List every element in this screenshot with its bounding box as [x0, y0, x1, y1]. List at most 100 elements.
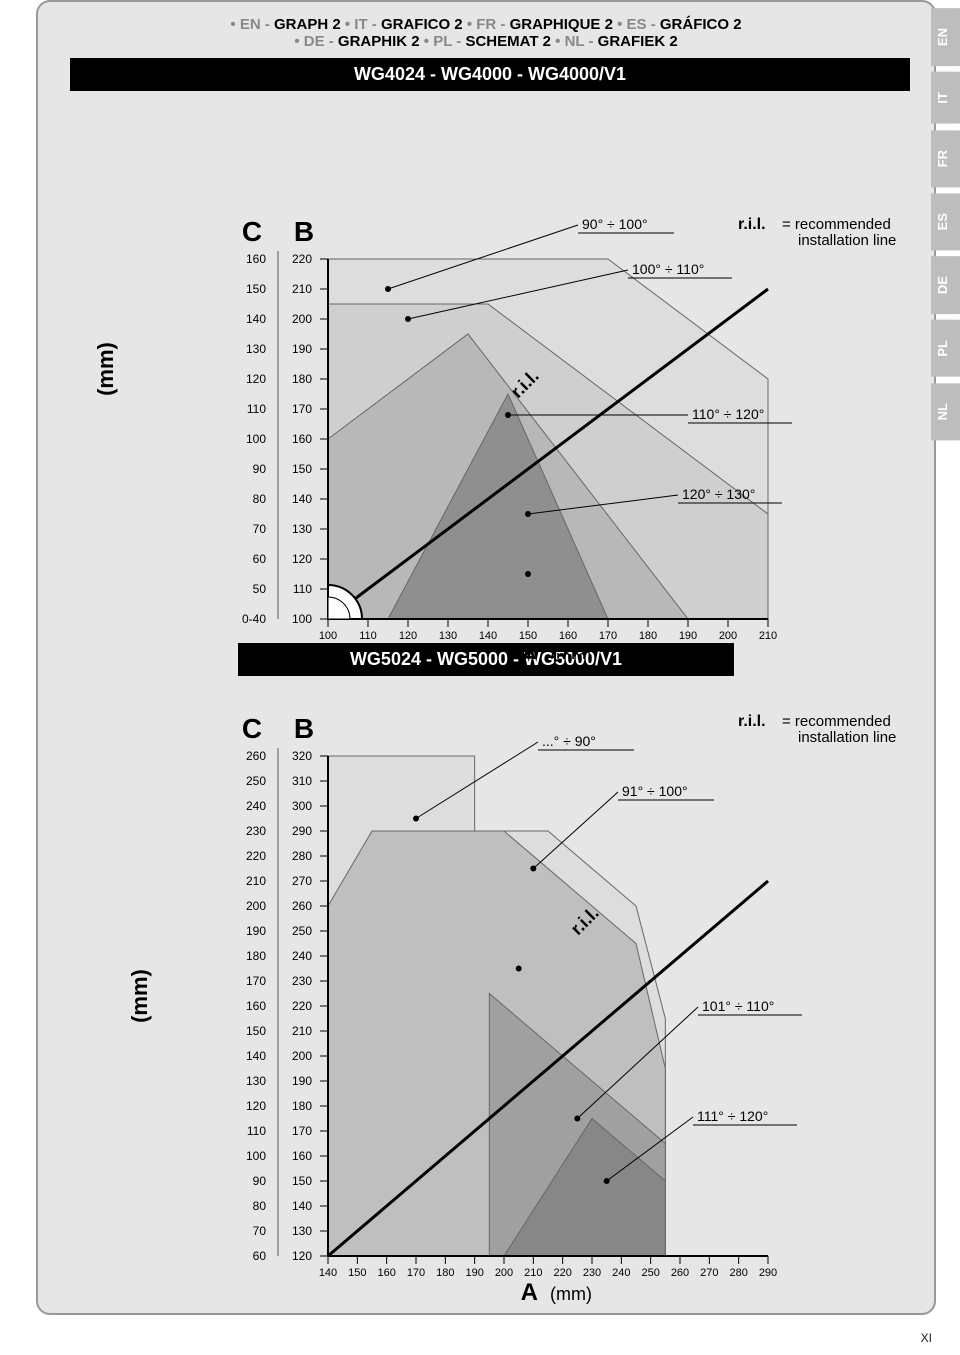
svg-text:90° ÷ 100°: 90° ÷ 100°: [582, 216, 648, 232]
svg-text:230: 230: [246, 824, 266, 838]
svg-text:100: 100: [246, 1149, 266, 1163]
svg-text:140: 140: [319, 1267, 337, 1279]
svg-text:190: 190: [246, 924, 266, 938]
y-axis-label-1: (mm): [93, 342, 119, 396]
svg-text:130: 130: [246, 342, 266, 356]
svg-text:100: 100: [319, 630, 337, 642]
side-tab-fr[interactable]: FR: [931, 130, 960, 187]
svg-text:installation line: installation line: [798, 232, 896, 249]
page: • EN - GRAPH 2 • IT - GRAFICO 2 • FR - G…: [0, 0, 960, 1355]
svg-text:r.i.l.: r.i.l.: [738, 216, 766, 233]
svg-text:180: 180: [292, 372, 312, 386]
language-header: • EN - GRAPH 2 • IT - GRAFICO 2 • FR - G…: [38, 2, 934, 54]
svg-text:160: 160: [292, 432, 312, 446]
chart-2: (mm) r.i.l.32026031025030024029023028022…: [38, 676, 934, 1316]
svg-text:120: 120: [246, 372, 266, 386]
svg-text:180: 180: [246, 949, 266, 963]
svg-text:250: 250: [246, 774, 266, 788]
svg-text:170: 170: [246, 974, 266, 988]
svg-text:170: 170: [292, 402, 312, 416]
svg-text:A: A: [521, 1279, 538, 1306]
svg-text:B: B: [294, 216, 314, 247]
svg-text:280: 280: [729, 1267, 747, 1279]
y-axis-label-2: (mm): [127, 969, 153, 1023]
svg-text:130: 130: [439, 630, 457, 642]
svg-text:110° ÷ 120°: 110° ÷ 120°: [692, 406, 764, 422]
side-tab-de[interactable]: DE: [931, 256, 960, 314]
side-tab-en[interactable]: EN: [931, 8, 960, 66]
svg-text:110: 110: [293, 582, 312, 596]
svg-text:260: 260: [292, 899, 312, 913]
svg-text:160: 160: [377, 1267, 395, 1279]
side-tab-nl[interactable]: NL: [931, 383, 960, 440]
svg-text:270: 270: [292, 874, 312, 888]
svg-text:C: C: [242, 216, 262, 247]
svg-text:210: 210: [246, 874, 266, 888]
svg-text:150: 150: [519, 630, 537, 642]
svg-text:120: 120: [292, 552, 312, 566]
svg-text:220: 220: [246, 849, 266, 863]
svg-text:180: 180: [292, 1099, 312, 1113]
svg-text:190: 190: [292, 1074, 312, 1088]
svg-text:320: 320: [292, 749, 312, 763]
svg-text:200: 200: [246, 899, 266, 913]
svg-text:250: 250: [641, 1267, 659, 1279]
svg-text:70: 70: [253, 522, 267, 536]
svg-text:110: 110: [359, 630, 377, 642]
svg-text:90: 90: [253, 462, 267, 476]
svg-text:(mm): (mm): [550, 647, 592, 659]
svg-text:210: 210: [292, 282, 312, 296]
svg-text:C: C: [242, 713, 262, 744]
svg-text:160: 160: [246, 999, 266, 1013]
svg-text:120: 120: [292, 1249, 312, 1263]
chart-2-svg: r.i.l.3202603102503002402902302802202702…: [38, 676, 938, 1316]
svg-text:50: 50: [253, 582, 267, 596]
svg-text:220: 220: [292, 999, 312, 1013]
svg-text:160: 160: [292, 1149, 312, 1163]
svg-text:r.i.l.: r.i.l.: [738, 713, 766, 730]
side-tab-es[interactable]: ES: [931, 193, 960, 250]
svg-text:290: 290: [759, 1267, 777, 1279]
svg-text:60: 60: [253, 1249, 267, 1263]
svg-text:180: 180: [436, 1267, 454, 1279]
svg-text:260: 260: [671, 1267, 689, 1279]
svg-text:150: 150: [348, 1267, 366, 1279]
svg-text:130: 130: [292, 1224, 312, 1238]
svg-text:200: 200: [292, 1049, 312, 1063]
svg-text:150: 150: [292, 1174, 312, 1188]
chart-1: (mm) r.i.l.22016021015020014019013018012…: [38, 99, 934, 639]
svg-text:210: 210: [759, 630, 777, 642]
side-tab-it[interactable]: IT: [931, 72, 960, 124]
svg-text:A: A: [521, 642, 538, 659]
svg-text:60: 60: [253, 552, 267, 566]
svg-text:130: 130: [246, 1074, 266, 1088]
svg-text:160: 160: [559, 630, 577, 642]
svg-text:190: 190: [679, 630, 697, 642]
svg-text:200: 200: [292, 312, 312, 326]
svg-text:230: 230: [292, 974, 312, 988]
side-tab-pl[interactable]: PL: [931, 320, 960, 377]
svg-text:= recommended: = recommended: [782, 713, 891, 730]
svg-text:240: 240: [246, 799, 266, 813]
svg-text:230: 230: [583, 1267, 601, 1279]
svg-text:210: 210: [524, 1267, 542, 1279]
svg-text:140: 140: [246, 312, 266, 326]
svg-text:310: 310: [292, 774, 312, 788]
svg-text:140: 140: [292, 492, 312, 506]
svg-text:160: 160: [246, 252, 266, 266]
svg-text:120: 120: [399, 630, 417, 642]
svg-text:80: 80: [253, 1199, 267, 1213]
svg-text:100: 100: [246, 432, 266, 446]
svg-text:150: 150: [292, 462, 312, 476]
svg-text:240: 240: [612, 1267, 630, 1279]
page-frame: • EN - GRAPH 2 • IT - GRAFICO 2 • FR - G…: [36, 0, 936, 1315]
svg-text:140: 140: [292, 1199, 312, 1213]
svg-text:240: 240: [292, 949, 312, 963]
svg-text:150: 150: [246, 282, 266, 296]
svg-text:290: 290: [292, 824, 312, 838]
svg-text:= recommended: = recommended: [782, 216, 891, 233]
svg-text:260: 260: [246, 749, 266, 763]
svg-text:170: 170: [599, 630, 617, 642]
svg-text:250: 250: [292, 924, 312, 938]
svg-text:120° ÷ 130°: 120° ÷ 130°: [682, 486, 755, 502]
